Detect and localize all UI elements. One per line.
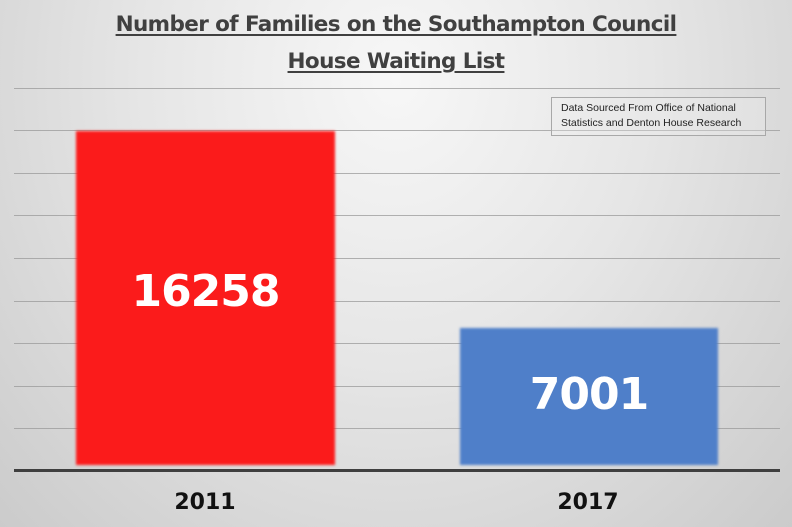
gridline	[14, 428, 780, 429]
data-label-2011: 16258	[131, 266, 280, 317]
x-tick-2011: 2011	[174, 490, 236, 515]
chart-title-line-2: House Waiting List	[287, 49, 506, 74]
x-axis-line	[14, 469, 780, 472]
plot-area	[14, 0, 780, 527]
chart-title: Number of Families on the Southampton Co…	[0, 6, 792, 80]
gridline	[14, 215, 780, 216]
gridline	[14, 386, 780, 387]
gridline	[14, 88, 780, 89]
data-label-2017: 7001	[529, 369, 649, 420]
x-tick-2017: 2017	[557, 490, 619, 515]
bar-2017	[460, 328, 718, 465]
gridline	[14, 301, 780, 302]
gridline	[14, 343, 780, 344]
chart-title-line-1: Number of Families on the Southampton Co…	[115, 12, 677, 37]
source-note-line-1: Data Sourced From Office of National	[561, 102, 736, 114]
gridline	[14, 130, 780, 131]
source-note-box: Data Sourced From Office of National Sta…	[551, 97, 766, 136]
gridline	[14, 258, 780, 259]
bar-2011	[76, 131, 335, 465]
source-note-line-2: Statistics and Denton House Research	[561, 117, 742, 129]
gridline	[14, 173, 780, 174]
